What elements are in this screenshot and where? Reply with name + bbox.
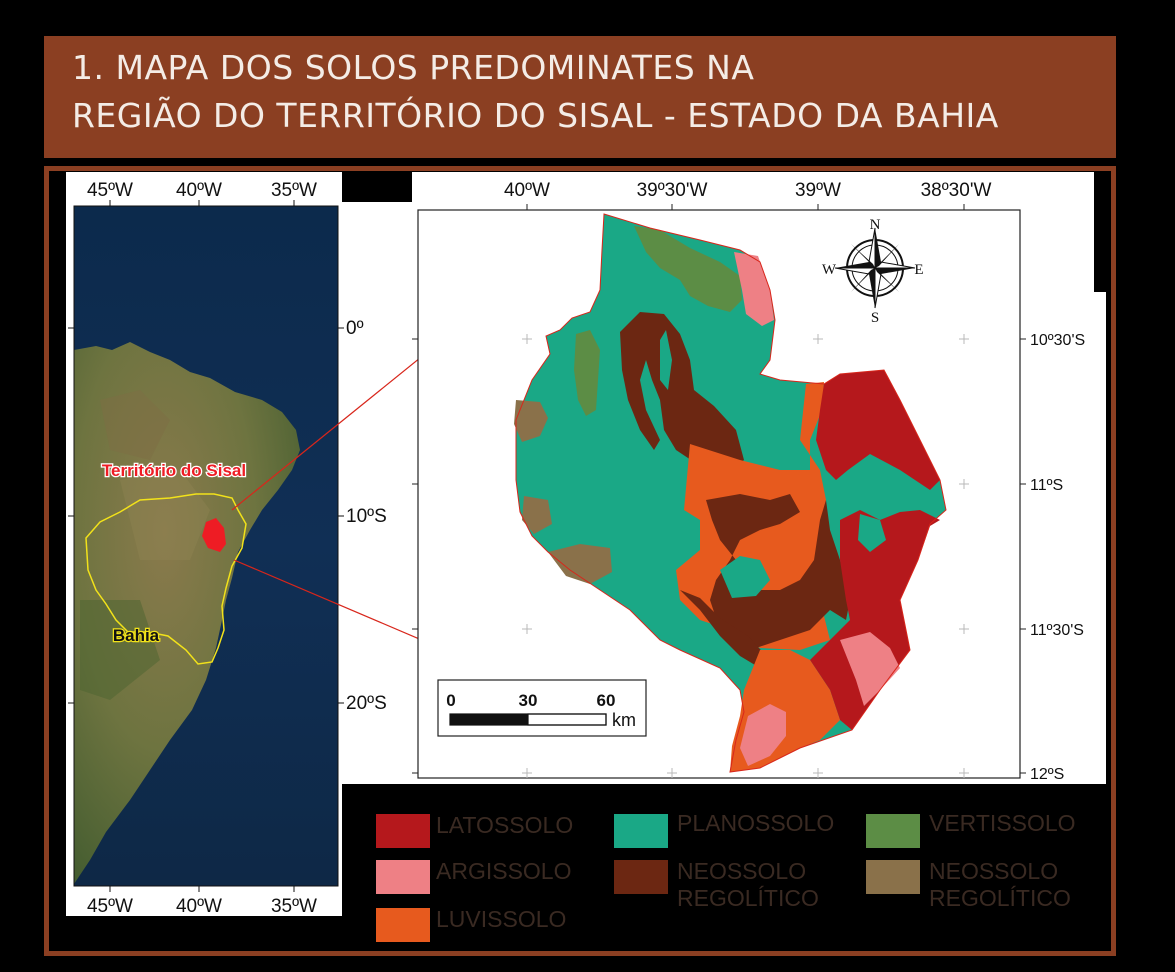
legend-label-neossolo-regolitico: NEOSSOLO REGOLÍTICO <box>677 858 819 911</box>
soil-neossolo-regolitico <box>680 590 770 668</box>
detail-top-tick-label: 39º30'W <box>637 180 708 201</box>
territorio-do-sisal-label: Território do Sisal <box>102 461 246 480</box>
overview-tick-marks <box>68 200 344 892</box>
soil-neossolo-regolitico-brown <box>548 544 612 584</box>
detail-top-tick-label: 40ºW <box>504 180 550 201</box>
bahia-label: Bahia <box>113 626 160 645</box>
overview-bottom-tick-label: 35ºW <box>271 896 317 917</box>
detail-right-tick-label: 12ºS <box>1030 766 1064 783</box>
legend-swatch-vertissolo <box>866 814 920 848</box>
soil-vertissolo <box>574 330 600 416</box>
legend-background <box>342 784 1106 916</box>
overview-right-tick-label: 10ºS <box>346 506 387 527</box>
soil-neossolo-regolitico-brown <box>514 400 548 442</box>
detail-right-tick-label: 11º30'S <box>1030 622 1084 639</box>
soil-planossolo-inclusion <box>720 556 770 598</box>
detail-map-ticks <box>412 204 1026 774</box>
legend-swatch-latossolo <box>376 814 430 848</box>
legend-swatch-neossolo-regolitico-brown <box>866 860 920 894</box>
panel-mask-right <box>1094 172 1106 292</box>
scale-bar-label: 30 <box>519 691 538 710</box>
soil-neossolo-regolitico-brown <box>522 496 552 534</box>
bahia-boundary <box>85 493 247 665</box>
soil-map <box>514 213 947 773</box>
south-america-landmass <box>74 342 300 884</box>
soil-neossolo-regolitico <box>620 312 744 470</box>
panel-mask-top <box>342 172 412 202</box>
soil-argissolo <box>840 632 900 706</box>
land-texture <box>100 390 170 460</box>
soil-argissolo <box>734 252 774 326</box>
title-banner: 1. MAPA DOS SOLOS PREDOMINATES NA REGIÃO… <box>44 36 1116 158</box>
compass-west-label: W <box>822 262 837 278</box>
overview-right-tick-label: 20ºS <box>346 693 387 714</box>
territory-boundary <box>515 213 947 773</box>
detail-right-tick-label: 10º30'S <box>1030 332 1085 349</box>
compass-north-label: N <box>870 217 881 233</box>
soil-argissolo <box>740 704 786 766</box>
soil-planossolo-inclusion <box>660 330 672 390</box>
overview-map-border <box>73 205 339 887</box>
panel-gap <box>342 202 412 784</box>
overview-top-tick-label: 40ºW <box>176 180 222 201</box>
compass-rose-icon <box>834 227 916 309</box>
compass-east-label: E <box>914 262 923 278</box>
soil-latossolo <box>816 370 940 490</box>
overview-map <box>74 206 338 886</box>
detail-top-tick-label: 38º30'W <box>921 180 992 201</box>
overview-top-tick-label: 35ºW <box>271 180 317 201</box>
legend-label-latossolo: LATOSSOLO <box>436 812 574 838</box>
soil-latossolo <box>810 510 940 730</box>
soil-neossolo-regolitico <box>706 494 850 650</box>
legend-label-vertissolo: VERTISSOLO <box>929 810 1076 836</box>
legend-label-planossolo: PLANOSSOLO <box>677 810 835 836</box>
detail-right-tick-label: 11ºS <box>1030 477 1063 494</box>
legend-swatch-neossolo-regolitico <box>614 860 668 894</box>
land-texture <box>80 600 160 700</box>
overview-bottom-tick-label: 40ºW <box>176 896 222 917</box>
scale-bar-label: 60 <box>597 691 616 710</box>
title-line-2: REGIÃO DO TERRITÓRIO DO SISAL - ESTADO D… <box>72 96 999 135</box>
scale-bar <box>437 679 647 737</box>
detail-top-tick-label: 39ºW <box>795 180 841 201</box>
legend-label-argissolo: ARGISSOLO <box>436 858 572 884</box>
soil-planossolo-inclusion <box>858 514 886 552</box>
soil-vertissolo <box>634 226 742 312</box>
compass-south-label: S <box>871 310 879 326</box>
scale-bar-label: 0 <box>446 691 455 710</box>
legend-label-neossolo-regolitico-brown: NEOSSOLO REGOLÍTICO <box>929 858 1071 911</box>
soil-luvissolo <box>800 382 824 470</box>
legend-swatch-argissolo <box>376 860 430 894</box>
legend-label-luvissolo: LUVISSOLO <box>436 906 567 932</box>
territorio-do-sisal-area <box>202 518 226 552</box>
land-texture <box>120 470 210 560</box>
overview-top-tick-label: 45ºW <box>87 180 133 201</box>
scale-bar-unit: km <box>612 710 636 730</box>
overview-right-tick-label: 0º <box>346 318 364 339</box>
title-line-1: 1. MAPA DOS SOLOS PREDOMINATES NA <box>72 48 755 87</box>
legend-swatch-luvissolo <box>376 908 430 942</box>
overview-bottom-tick-label: 45ºW <box>87 896 133 917</box>
legend-swatch-planossolo <box>614 814 668 848</box>
